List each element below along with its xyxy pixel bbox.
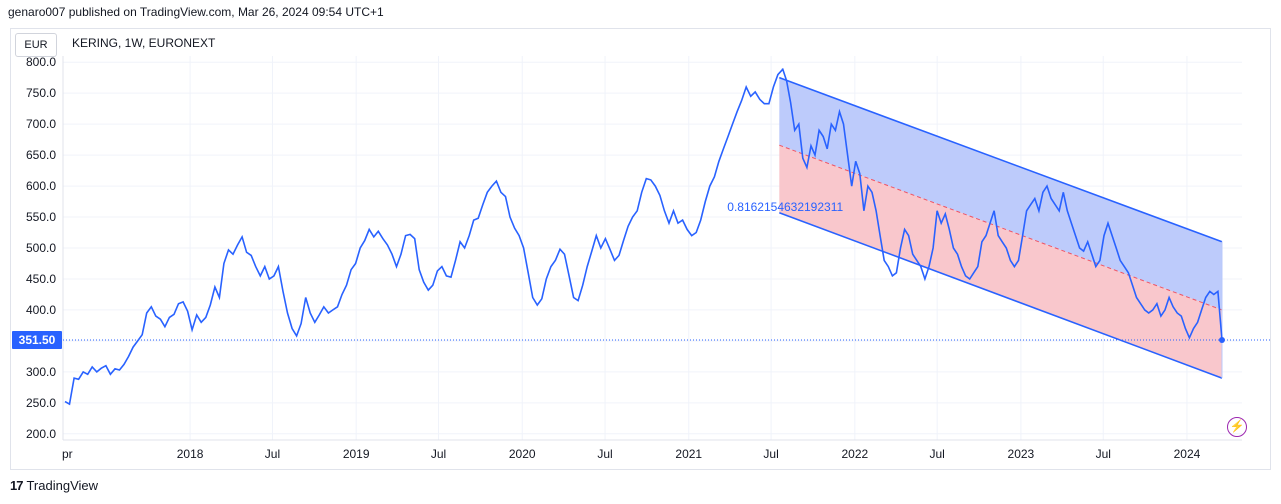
x-tick-label: 2023 <box>1008 447 1035 461</box>
tradingview-logo-icon: 17 <box>10 478 24 493</box>
channel-lower-line <box>779 211 1223 379</box>
x-tick-label: Jul <box>265 447 280 461</box>
footer-brand: TradingView <box>26 478 99 493</box>
y-tick-label: 450.0 <box>26 272 56 286</box>
last-price-dot <box>1218 336 1225 343</box>
channel-upper-line <box>779 76 1223 243</box>
x-tick-label: Jul <box>930 447 945 461</box>
x-tick-label: pr <box>62 447 73 461</box>
x-tick-label: 2019 <box>343 447 370 461</box>
symbol-label: KERING, 1W, EURONEXT <box>72 36 216 50</box>
y-tick-label: 600.0 <box>26 179 56 193</box>
y-tick-label: 250.0 <box>26 396 56 410</box>
y-tick-label: 650.0 <box>26 148 56 162</box>
x-tick-label: Jul <box>597 447 612 461</box>
x-tick-label: Jul <box>1096 447 1111 461</box>
chart-frame <box>10 28 1271 470</box>
channel-upper-fill <box>779 77 1222 310</box>
y-tick-label: 800.0 <box>26 55 56 69</box>
y-tick-label: 750.0 <box>26 86 56 100</box>
x-tick-label: 2020 <box>509 447 536 461</box>
x-tick-label: 2024 <box>1174 447 1201 461</box>
x-tick-label: Jul <box>763 447 778 461</box>
y-tick-label: 700.0 <box>26 117 56 131</box>
y-tick-label: 550.0 <box>26 210 56 224</box>
last-price-tag <box>12 330 62 349</box>
currency-button[interactable]: EUR <box>15 33 57 57</box>
y-tick-label: 200.0 <box>26 427 56 441</box>
y-tick-label: 300.0 <box>26 365 56 379</box>
x-tick-label: Jul <box>431 447 446 461</box>
y-tick-label: 500.0 <box>26 241 56 255</box>
price-series-line-recent <box>781 68 1223 341</box>
x-tick-label: 2022 <box>841 447 868 461</box>
x-tick-label: 2018 <box>177 447 204 461</box>
footer: 17 TradingView <box>10 478 98 493</box>
channel-lower-fill <box>779 145 1222 379</box>
publisher-line: genaro007 published on TradingView.com, … <box>8 5 384 19</box>
y-tick-label: 400.0 <box>26 303 56 317</box>
lightning-icon[interactable]: ⚡ <box>1227 417 1247 437</box>
x-tick-label: 2021 <box>675 447 702 461</box>
channel-label: 0.8162154632192311 <box>727 200 843 214</box>
last-price-tag-label: 351.50 <box>19 333 56 347</box>
price-series-line <box>64 69 784 406</box>
